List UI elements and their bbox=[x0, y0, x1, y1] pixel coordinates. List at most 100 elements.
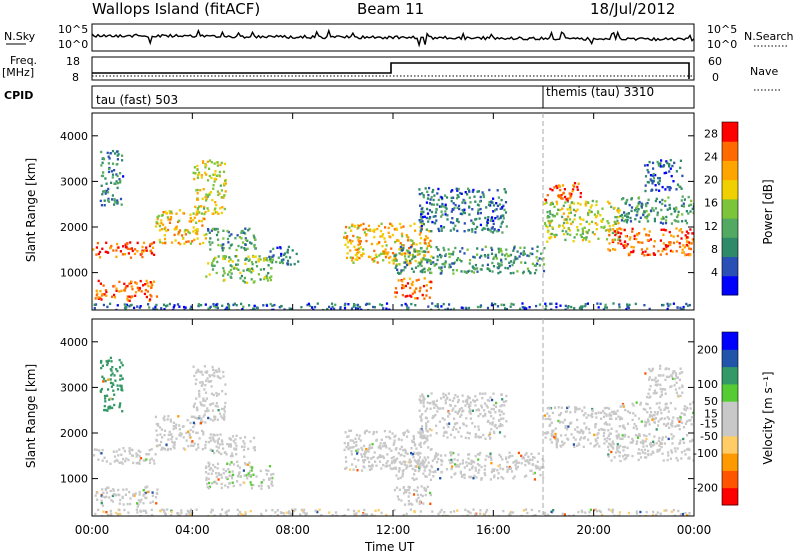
echo-cell bbox=[385, 244, 388, 247]
echo-cell bbox=[108, 407, 111, 410]
echo-cell bbox=[576, 426, 579, 429]
echo-cell bbox=[381, 245, 384, 248]
echo-cell bbox=[568, 218, 571, 221]
echo-cell bbox=[521, 302, 524, 305]
echo-cell bbox=[242, 448, 246, 452]
echo-cell bbox=[115, 368, 118, 371]
echo-cell bbox=[199, 401, 202, 404]
echo-cell bbox=[499, 413, 502, 417]
echo-cell bbox=[626, 215, 629, 218]
echo-cell bbox=[212, 227, 216, 231]
echo-cell bbox=[382, 456, 385, 460]
echo-cell bbox=[460, 435, 463, 438]
echo-cell bbox=[457, 398, 460, 402]
echo-cell bbox=[579, 438, 582, 441]
echo-cell bbox=[402, 285, 406, 288]
echo-cell bbox=[662, 242, 665, 245]
echo-cell bbox=[217, 437, 220, 440]
echo-cell bbox=[222, 370, 225, 374]
echo-cell bbox=[230, 452, 234, 455]
echo-cell bbox=[581, 227, 584, 230]
echo-cell bbox=[196, 209, 200, 212]
echo-cell bbox=[548, 236, 551, 239]
echo-cell bbox=[121, 364, 124, 367]
echo-cell bbox=[548, 224, 551, 227]
nsearch-label: N.Search bbox=[744, 30, 794, 43]
echo-cell bbox=[643, 456, 647, 459]
echo-cell bbox=[484, 473, 487, 477]
echo-cell bbox=[492, 408, 495, 411]
echo-cell bbox=[576, 188, 579, 191]
echo-cell bbox=[200, 418, 203, 421]
echo-cell bbox=[416, 253, 420, 256]
echo-cell bbox=[501, 424, 504, 427]
echo-cell bbox=[258, 255, 261, 258]
echo-cell bbox=[574, 210, 578, 213]
echo-cell bbox=[394, 240, 397, 244]
echo-cell bbox=[203, 233, 206, 237]
echo-cell bbox=[684, 409, 687, 412]
echo-cell bbox=[378, 241, 381, 244]
echo-cell bbox=[573, 214, 576, 217]
echo-cell bbox=[617, 415, 620, 418]
echo-cell bbox=[678, 242, 681, 245]
echo-cell bbox=[322, 308, 325, 310]
echo-cell bbox=[195, 210, 198, 214]
echo-cell bbox=[676, 424, 679, 427]
echo-cell bbox=[153, 253, 156, 256]
echo-cell bbox=[293, 262, 296, 266]
echo-cell bbox=[113, 296, 117, 299]
echo-cell bbox=[632, 246, 635, 249]
echo-cell bbox=[647, 171, 650, 174]
echo-cell bbox=[400, 232, 404, 235]
echo-cell bbox=[231, 470, 234, 473]
echo-cell bbox=[168, 221, 172, 224]
y-tick-label: 3000 bbox=[60, 175, 88, 188]
echo-cell bbox=[281, 260, 284, 263]
echo-cell bbox=[373, 235, 376, 239]
echo-cell bbox=[576, 208, 579, 211]
echo-cell bbox=[583, 437, 586, 440]
echo-cell bbox=[692, 401, 694, 404]
echo-cell bbox=[392, 455, 395, 459]
echo-cell bbox=[444, 213, 447, 216]
echo-cell bbox=[97, 458, 100, 461]
echo-cell bbox=[134, 281, 137, 284]
echo-cell bbox=[575, 406, 578, 409]
echo-cell bbox=[113, 460, 116, 463]
echo-cell bbox=[669, 241, 672, 244]
echo-cell bbox=[358, 240, 361, 243]
echo-cell bbox=[419, 226, 422, 229]
echo-cell bbox=[636, 205, 639, 208]
echo-cell bbox=[401, 472, 404, 476]
echo-cell bbox=[255, 475, 258, 478]
echo-cell bbox=[101, 375, 104, 378]
echo-cell bbox=[385, 302, 389, 305]
echo-cell bbox=[459, 462, 462, 466]
echo-cell bbox=[365, 239, 368, 243]
echo-cell bbox=[392, 262, 395, 265]
echo-cell bbox=[384, 255, 388, 259]
echo-cell bbox=[119, 181, 122, 184]
echo-cell bbox=[227, 230, 230, 234]
echo-cell bbox=[219, 433, 222, 436]
echo-cell bbox=[631, 437, 634, 441]
echo-cell bbox=[679, 394, 682, 398]
echo-cell bbox=[291, 249, 294, 252]
freq-axis-top: 18 bbox=[66, 55, 80, 68]
echo-cell bbox=[217, 473, 220, 477]
echo-cell bbox=[420, 222, 423, 225]
echo-cell bbox=[100, 452, 103, 455]
echo-cell bbox=[375, 430, 378, 434]
echo-cell bbox=[430, 271, 433, 275]
echo-cell bbox=[279, 261, 282, 264]
echo-cell bbox=[218, 170, 221, 174]
echo-cell bbox=[590, 204, 593, 207]
echo-cell bbox=[493, 209, 497, 212]
echo-cell bbox=[352, 234, 355, 238]
echo-cell bbox=[459, 250, 462, 253]
echo-cell bbox=[379, 229, 383, 233]
y-tick-label: 1000 bbox=[60, 473, 88, 486]
echo-cell bbox=[334, 303, 337, 306]
echo-cell bbox=[396, 495, 399, 498]
